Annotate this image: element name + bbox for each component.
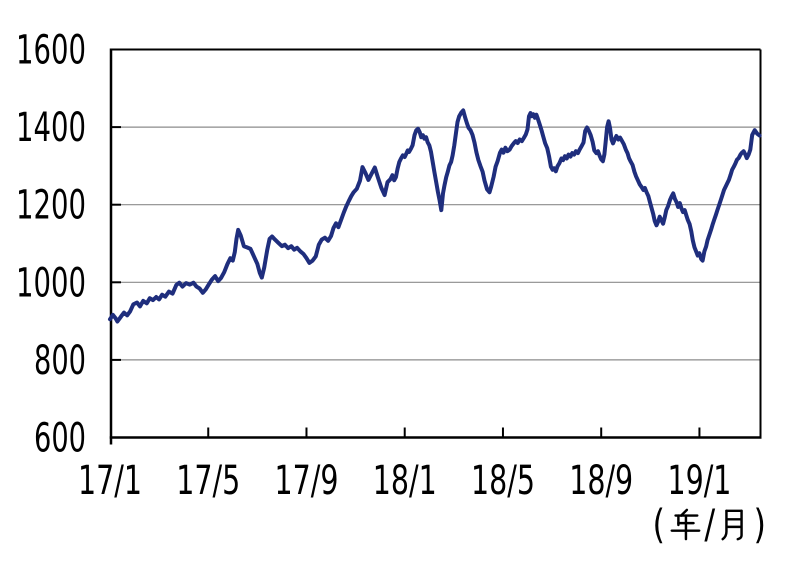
- x-axis-label-18/9: 18/9: [569, 458, 633, 504]
- y-axis-label-1400: 1400: [16, 105, 86, 151]
- x-axis-unit-label: (年/月) (/): [651, 502, 768, 548]
- x-axis-label-18/1: 18/1: [373, 458, 437, 504]
- y-axis-label-1600: 1600: [16, 28, 86, 74]
- x-axis-label-19/1: 19/1: [667, 458, 731, 504]
- unit-label-punctuation: ): [753, 502, 767, 548]
- unit-label-punctuation: /: [704, 502, 716, 548]
- y-axis-label-1200: 1200: [16, 183, 86, 229]
- unit-label-punctuation: (: [652, 502, 666, 548]
- x-axis-label-17/9: 17/9: [274, 458, 338, 504]
- kanji-glyph-month: [721, 509, 744, 541]
- kanji-glyph-year: [670, 508, 701, 541]
- y-axis-label-800: 800: [34, 338, 86, 384]
- x-axis-label-18/5: 18/5: [471, 458, 535, 504]
- x-axis-label-17/5: 17/5: [176, 458, 240, 504]
- y-axis-label-1000: 1000: [16, 260, 86, 306]
- y-axis-label-600: 600: [34, 416, 86, 462]
- data-line-index-value: [108, 108, 762, 324]
- x-axis-label-17/1: 17/1: [78, 458, 142, 504]
